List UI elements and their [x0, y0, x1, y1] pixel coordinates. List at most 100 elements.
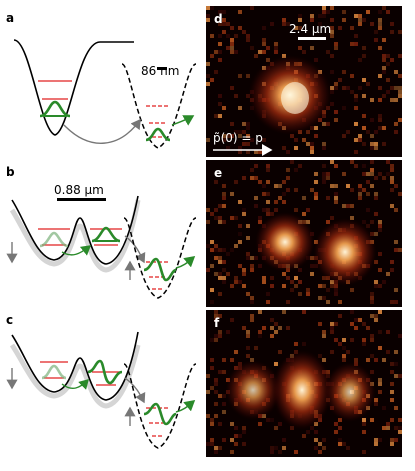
noise-pixel [254, 54, 258, 58]
noise-pixel [226, 146, 230, 150]
noise-pixel [370, 354, 374, 358]
noise-pixel [334, 184, 338, 188]
noise-pixel [346, 446, 350, 450]
noise-pixel [358, 188, 362, 192]
noise-pixel [362, 114, 366, 118]
noise-pixel [394, 122, 398, 126]
noise-pixel [386, 78, 390, 82]
noise-pixel [390, 418, 394, 422]
noise-pixel [246, 142, 250, 146]
noise-pixel [386, 422, 390, 426]
noise-pixel [354, 106, 358, 110]
noise-pixel [278, 326, 282, 330]
noise-pixel [386, 54, 390, 58]
noise-pixel [222, 268, 226, 272]
noise-pixel [322, 180, 326, 184]
noise-pixel [374, 212, 378, 216]
noise-pixel [210, 54, 214, 58]
noise-pixel [394, 208, 398, 212]
noise-pixel [330, 322, 334, 326]
noise-pixel [394, 406, 398, 410]
noise-pixel [262, 208, 266, 212]
noise-pixel [238, 74, 242, 78]
noise-pixel [266, 418, 270, 422]
noise-pixel [294, 168, 298, 172]
noise-pixel [358, 134, 362, 138]
noise-pixel [334, 430, 338, 434]
noise-pixel [318, 322, 322, 326]
noise-pixel [354, 358, 358, 362]
noise-pixel [382, 58, 386, 62]
noise-pixel [382, 426, 386, 430]
noise-pixel [286, 326, 290, 330]
noise-pixel [270, 284, 274, 288]
noise-pixel [362, 422, 366, 426]
noise-pixel [238, 224, 242, 228]
noise-pixel [358, 318, 362, 322]
noise-pixel [230, 50, 234, 54]
noise-pixel [294, 276, 298, 280]
noise-pixel [390, 180, 394, 184]
noise-pixel [334, 422, 338, 426]
noise-pixel [326, 176, 330, 180]
noise-pixel [214, 244, 218, 248]
wavefunction-ghost [39, 231, 69, 248]
noise-pixel [302, 434, 306, 438]
noise-pixel [314, 192, 318, 196]
expansion-arrow [175, 400, 196, 413]
noise-pixel [230, 42, 234, 46]
noise-pixel [374, 30, 378, 34]
scale-bar-label: 86 nm [141, 64, 179, 78]
noise-pixel [258, 264, 262, 268]
noise-pixel [238, 106, 242, 110]
noise-pixel [386, 10, 390, 14]
noise-pixel [218, 314, 222, 318]
noise-pixel [390, 370, 394, 374]
noise-pixel [310, 14, 314, 18]
noise-pixel [310, 264, 314, 268]
noise-pixel [218, 422, 222, 426]
noise-pixel [362, 220, 366, 224]
noise-pixel [302, 196, 306, 200]
noise-pixel [394, 86, 398, 90]
noise-pixel [298, 280, 302, 284]
scale-bar [157, 67, 167, 70]
noise-pixel [350, 216, 354, 220]
noise-pixel [266, 58, 270, 62]
noise-pixel [390, 382, 394, 386]
noise-pixel [234, 244, 238, 248]
noise-pixel [330, 70, 334, 74]
panel-c: c [6, 313, 197, 449]
noise-pixel [390, 260, 394, 264]
noise-pixel [298, 18, 302, 22]
tunnel-arrow [61, 245, 92, 256]
noise-pixel [346, 184, 350, 188]
noise-pixel [382, 54, 386, 58]
noise-pixel [366, 224, 370, 228]
noise-pixel [234, 350, 238, 354]
noise-pixel [282, 284, 286, 288]
noise-pixel [370, 134, 374, 138]
noise-pixel [238, 130, 242, 134]
noise-pixel [330, 216, 334, 220]
noise-pixel [342, 338, 346, 342]
noise-pixel [350, 74, 354, 78]
noise-pixel [254, 196, 258, 200]
cloud-core [281, 82, 309, 114]
noise-pixel [246, 334, 250, 338]
noise-pixel [246, 150, 250, 154]
noise-pixel [250, 168, 254, 172]
noise-pixel [278, 450, 282, 454]
noise-pixel [314, 126, 318, 130]
noise-pixel [234, 50, 238, 54]
noise-pixel [282, 438, 286, 442]
noise-pixel [362, 172, 366, 176]
noise-pixel [354, 164, 358, 168]
tunnel-arrow [61, 379, 89, 390]
noise-pixel [262, 184, 266, 188]
noise-pixel [230, 318, 234, 322]
atom-cloud-right [313, 218, 377, 286]
noise-pixel [238, 146, 242, 150]
noise-pixel [390, 176, 394, 180]
noise-pixel [378, 10, 382, 14]
